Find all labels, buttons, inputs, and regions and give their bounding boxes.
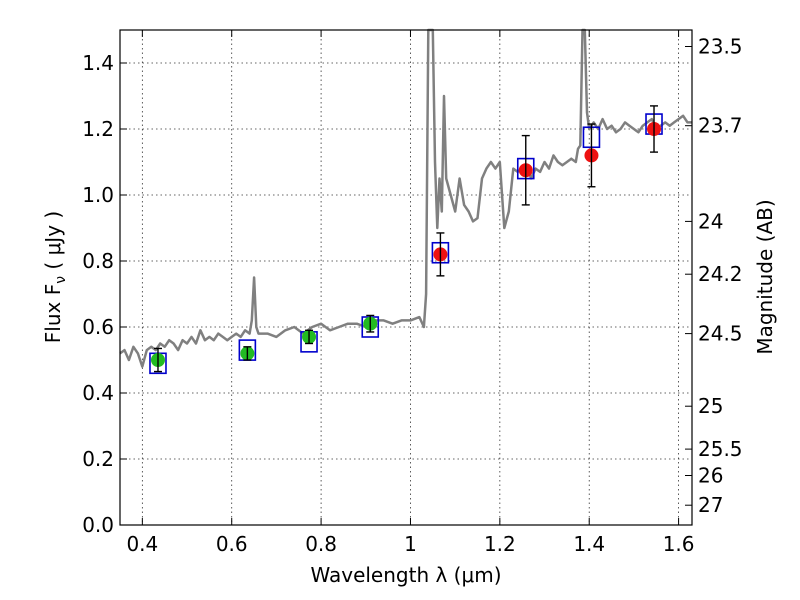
grid [120,30,692,526]
y-axis-label-sub: ν [53,276,69,284]
x-tick-label: 0.8 [305,532,337,556]
y-axis-label-unit: ( μJy ) [41,211,65,276]
y-tick-label: 0.6 [82,315,114,339]
x-tick-label: 1.4 [573,532,605,556]
y2-tick-label: 27 [698,493,723,517]
y2-tick-label: 25.5 [698,437,743,461]
y-tick-label: 0.0 [82,513,114,537]
x-tick-label: 0.6 [216,532,248,556]
y-tick-label: 1.4 [82,51,114,75]
y2-tick-label: 24.2 [698,262,743,286]
x-tick-label: 0.4 [126,532,158,556]
y2-tick-label: 25 [698,394,723,418]
y2-tick-label: 24.5 [698,322,743,346]
y2-tick-label: 24 [698,209,723,233]
y-tick-label: 0.2 [82,447,114,471]
y-axis-label-main: Flux F [41,284,65,343]
axes-ticks: 0.4 0.6 0.8 1 1.2 1.4 1.6 0.0 0.2 0.4 0.6 0.8 1.0 1.2… [82,30,743,556]
y2-tick-label: 23.7 [698,114,743,138]
y2-tick-label: 26 [698,464,723,488]
x-tick-label: 1 [404,532,417,556]
x-tick-label: 1.2 [484,532,516,556]
x-tick-label: 1.6 [663,532,695,556]
y-tick-label: 1.2 [82,117,114,141]
series [119,28,692,375]
plot-frame [119,29,693,526]
spectrum-line [119,28,692,368]
y-tick-label: 1.0 [82,183,114,207]
y-axis-label: Flux Fν ( μJy ) [41,211,69,343]
y2-tick-label: 23.5 [698,35,743,59]
y2-axis-label: Magnitude (AB) [753,199,777,354]
y-tick-label: 0.4 [82,381,114,405]
x-axis-label: Wavelength λ (μm) [310,563,501,587]
y-tick-label: 0.8 [82,249,114,273]
